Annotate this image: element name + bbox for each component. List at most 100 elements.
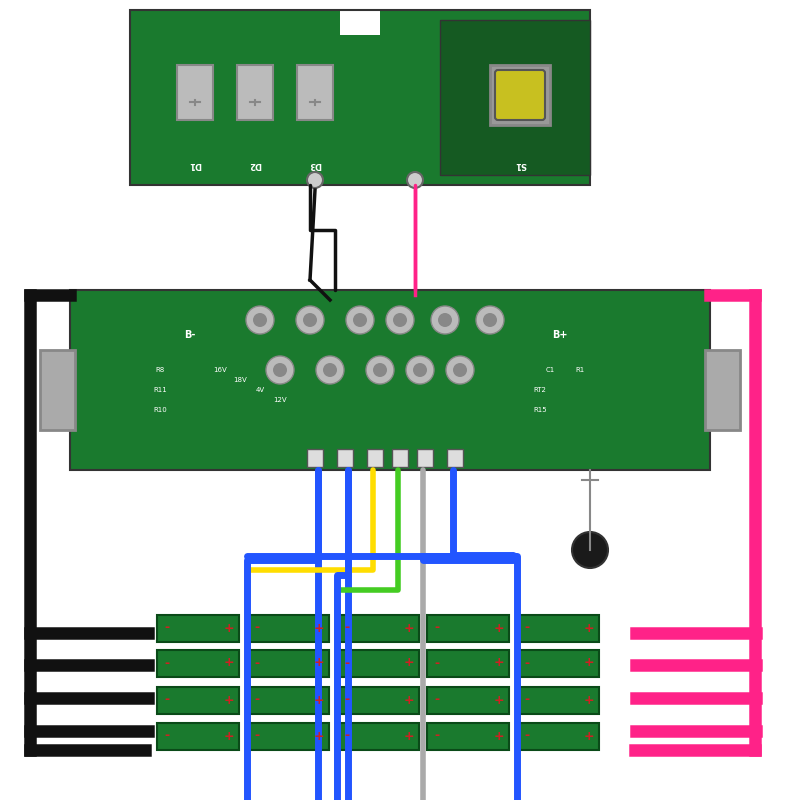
- Text: +: +: [314, 657, 324, 670]
- Text: -: -: [254, 657, 259, 670]
- Circle shape: [346, 306, 374, 334]
- Circle shape: [438, 313, 452, 327]
- Text: D3: D3: [309, 161, 322, 170]
- Circle shape: [353, 313, 367, 327]
- Circle shape: [386, 306, 414, 334]
- Bar: [247, 723, 329, 750]
- Bar: [337, 687, 419, 714]
- Text: S1: S1: [514, 161, 526, 170]
- Text: RT2: RT2: [534, 387, 546, 393]
- Text: B+: B+: [552, 330, 568, 340]
- Text: -: -: [434, 694, 439, 706]
- Circle shape: [253, 313, 267, 327]
- Text: -: -: [434, 622, 439, 634]
- Text: -: -: [254, 730, 259, 742]
- Bar: [247, 687, 329, 714]
- Text: +: +: [404, 657, 414, 670]
- Text: -: -: [165, 694, 170, 706]
- Text: C1: C1: [546, 367, 554, 373]
- Text: -: -: [254, 622, 259, 634]
- Circle shape: [406, 356, 434, 384]
- Text: +: +: [494, 730, 504, 742]
- Text: +: +: [314, 622, 324, 634]
- Bar: [130, 10, 590, 185]
- Text: -: -: [525, 694, 530, 706]
- Circle shape: [431, 306, 459, 334]
- Text: +: +: [584, 657, 594, 670]
- Text: 12V: 12V: [273, 397, 287, 403]
- Bar: [337, 723, 419, 750]
- Bar: [427, 650, 509, 677]
- Bar: [517, 723, 599, 750]
- Circle shape: [307, 172, 323, 188]
- Text: B-: B-: [184, 330, 196, 340]
- Bar: [157, 650, 239, 677]
- Bar: [490, 65, 550, 125]
- FancyBboxPatch shape: [495, 70, 545, 120]
- Text: D2: D2: [249, 161, 262, 170]
- Bar: [177, 65, 213, 120]
- Text: +: +: [494, 657, 504, 670]
- Bar: [392, 449, 408, 467]
- Text: +: +: [314, 694, 324, 706]
- Text: +: +: [584, 622, 594, 634]
- Circle shape: [413, 363, 427, 377]
- Bar: [705, 350, 740, 430]
- Text: R11: R11: [153, 387, 167, 393]
- Bar: [427, 615, 509, 642]
- Circle shape: [572, 532, 608, 568]
- Bar: [427, 687, 509, 714]
- Text: +: +: [404, 622, 414, 634]
- Text: -: -: [254, 694, 259, 706]
- Circle shape: [366, 356, 394, 384]
- Text: -: -: [525, 657, 530, 670]
- Text: D1: D1: [189, 161, 202, 170]
- Bar: [340, 10, 380, 35]
- Text: -: -: [165, 730, 170, 742]
- Text: -: -: [434, 730, 439, 742]
- Text: -: -: [165, 622, 170, 634]
- Text: -: -: [345, 730, 350, 742]
- Bar: [337, 615, 419, 642]
- Bar: [40, 350, 75, 430]
- Text: +: +: [584, 694, 594, 706]
- Circle shape: [303, 313, 317, 327]
- Circle shape: [446, 356, 474, 384]
- Text: +: +: [494, 694, 504, 706]
- Bar: [517, 687, 599, 714]
- Circle shape: [476, 306, 504, 334]
- Bar: [337, 650, 419, 677]
- Bar: [247, 650, 329, 677]
- Bar: [297, 65, 333, 120]
- Circle shape: [273, 363, 287, 377]
- Bar: [157, 723, 239, 750]
- Bar: [307, 449, 323, 467]
- Bar: [70, 290, 710, 470]
- Bar: [247, 615, 329, 642]
- Text: +: +: [404, 730, 414, 742]
- Bar: [157, 615, 239, 642]
- Text: -: -: [165, 657, 170, 670]
- Circle shape: [246, 306, 274, 334]
- Circle shape: [483, 313, 497, 327]
- Text: 18V: 18V: [233, 377, 247, 383]
- Text: +: +: [224, 694, 234, 706]
- Text: +: +: [494, 622, 504, 634]
- Bar: [157, 687, 239, 714]
- Text: +: +: [224, 657, 234, 670]
- Bar: [517, 615, 599, 642]
- Bar: [337, 449, 353, 467]
- Text: 4V: 4V: [255, 387, 265, 393]
- Circle shape: [296, 306, 324, 334]
- Text: +: +: [404, 694, 414, 706]
- Circle shape: [373, 363, 387, 377]
- Text: R10: R10: [153, 407, 167, 413]
- Text: -: -: [345, 622, 350, 634]
- Bar: [440, 20, 590, 175]
- Text: R1: R1: [575, 367, 585, 373]
- Bar: [517, 650, 599, 677]
- Bar: [447, 449, 463, 467]
- Text: R8: R8: [155, 367, 165, 373]
- Bar: [417, 449, 433, 467]
- Bar: [427, 723, 509, 750]
